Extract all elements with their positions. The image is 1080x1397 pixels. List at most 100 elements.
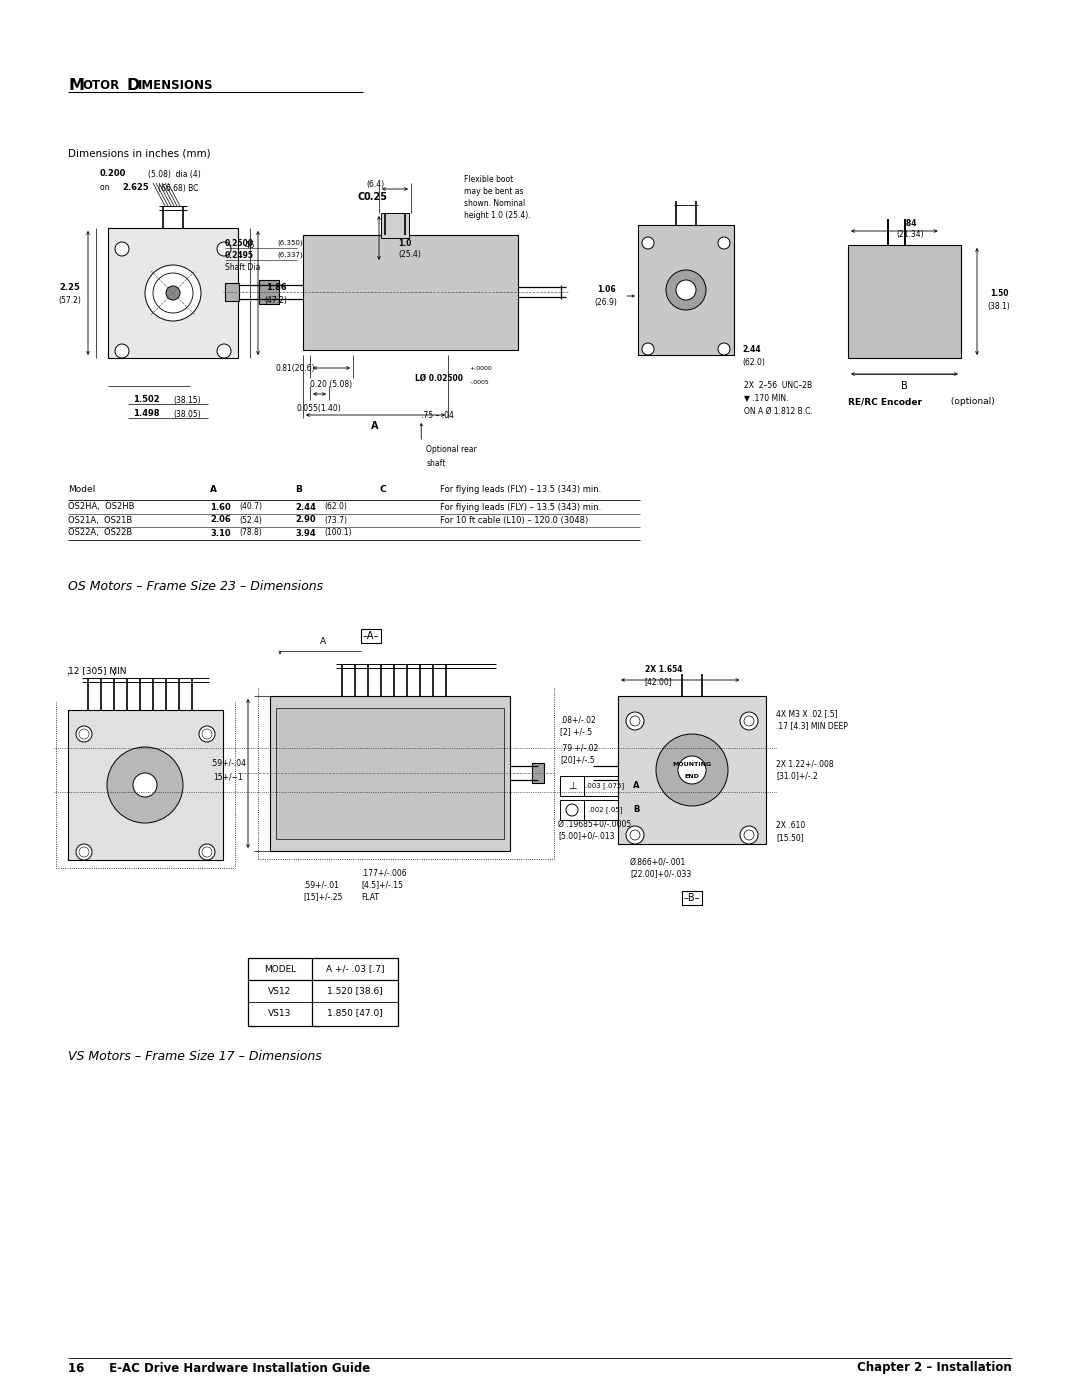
Circle shape bbox=[718, 344, 730, 355]
Text: 1.50: 1.50 bbox=[989, 289, 1009, 298]
Text: IMENSIONS: IMENSIONS bbox=[138, 80, 214, 92]
Text: (25.4): (25.4) bbox=[399, 250, 421, 260]
Text: Ø .19685+0/-.0005: Ø .19685+0/-.0005 bbox=[558, 820, 631, 828]
Text: (66.68) BC: (66.68) BC bbox=[158, 183, 199, 193]
Bar bbox=[276, 708, 504, 840]
Text: MODEL: MODEL bbox=[264, 964, 296, 974]
Text: ⊥: ⊥ bbox=[568, 781, 577, 791]
Circle shape bbox=[217, 242, 231, 256]
Text: [22.00]+0/-.033: [22.00]+0/-.033 bbox=[630, 869, 691, 879]
Text: MOUNTING: MOUNTING bbox=[673, 763, 712, 767]
Text: (78.8): (78.8) bbox=[239, 528, 261, 538]
Circle shape bbox=[217, 344, 231, 358]
Text: [20]+/-.5: [20]+/-.5 bbox=[561, 756, 595, 764]
Text: [15]+/-.25: [15]+/-.25 bbox=[303, 893, 343, 901]
Text: .002 [.05]: .002 [.05] bbox=[588, 806, 622, 813]
Circle shape bbox=[166, 286, 180, 300]
Text: 15+/−1: 15+/−1 bbox=[213, 773, 243, 781]
Text: A: A bbox=[633, 781, 639, 791]
Text: 1.86: 1.86 bbox=[266, 282, 286, 292]
Bar bbox=[848, 244, 961, 358]
Text: (6.350): (6.350) bbox=[276, 240, 302, 246]
Circle shape bbox=[642, 237, 654, 249]
Text: For 10 ft cable (L10) – 120.0 (3048): For 10 ft cable (L10) – 120.0 (3048) bbox=[440, 515, 589, 524]
Circle shape bbox=[199, 726, 215, 742]
Text: [2] +/-.5: [2] +/-.5 bbox=[561, 728, 592, 736]
Circle shape bbox=[145, 265, 201, 321]
Text: 2.06: 2.06 bbox=[210, 515, 231, 524]
Circle shape bbox=[76, 726, 92, 742]
Text: [4.5]+/-.15: [4.5]+/-.15 bbox=[361, 880, 403, 890]
Circle shape bbox=[642, 344, 654, 355]
Bar bbox=[303, 235, 518, 351]
Text: 2X  2–56  UNC–2B: 2X 2–56 UNC–2B bbox=[744, 380, 812, 390]
Text: 1.06: 1.06 bbox=[596, 285, 616, 295]
Circle shape bbox=[676, 279, 696, 300]
Bar bbox=[638, 225, 734, 355]
Text: .08+/-.02: .08+/-.02 bbox=[561, 715, 596, 725]
Bar bbox=[68, 710, 222, 861]
Text: For flying leads (FLY) – 13.5 (343) min.: For flying leads (FLY) – 13.5 (343) min. bbox=[440, 486, 602, 495]
Text: OS2HA,  OS2HB: OS2HA, OS2HB bbox=[68, 503, 135, 511]
Text: –B–: –B– bbox=[684, 893, 700, 902]
Text: shaft: shaft bbox=[427, 458, 446, 468]
Text: 1.502: 1.502 bbox=[133, 395, 160, 405]
Bar bbox=[584, 775, 626, 796]
Text: .177+/-.006: .177+/-.006 bbox=[361, 869, 407, 877]
Text: .59+/-.04: .59+/-.04 bbox=[210, 759, 246, 767]
Text: VS12: VS12 bbox=[268, 986, 292, 996]
Circle shape bbox=[740, 712, 758, 731]
Text: Model: Model bbox=[68, 486, 95, 495]
Bar bbox=[532, 763, 544, 782]
Text: LØ 0.02500: LØ 0.02500 bbox=[415, 373, 463, 383]
Circle shape bbox=[678, 756, 706, 784]
Text: VS13: VS13 bbox=[268, 1009, 292, 1017]
Text: 2.625: 2.625 bbox=[122, 183, 149, 193]
Text: .84: .84 bbox=[903, 218, 917, 228]
Text: 3.94: 3.94 bbox=[295, 528, 315, 538]
Text: 2X .610: 2X .610 bbox=[777, 821, 806, 830]
Text: ▼ .170 MIN.: ▼ .170 MIN. bbox=[744, 394, 788, 402]
Text: .003 [.075]: .003 [.075] bbox=[585, 782, 624, 789]
Text: 0.20 (5.08): 0.20 (5.08) bbox=[310, 380, 352, 388]
Text: [15.50]: [15.50] bbox=[777, 834, 804, 842]
Text: 0.81(20.6): 0.81(20.6) bbox=[275, 363, 314, 373]
Bar bbox=[248, 958, 399, 1025]
Text: Ø.866+0/-.001: Ø.866+0/-.001 bbox=[630, 858, 686, 866]
Text: 2.90: 2.90 bbox=[295, 515, 315, 524]
Text: M: M bbox=[68, 78, 84, 94]
Text: Optional rear: Optional rear bbox=[427, 446, 477, 454]
Text: (62.0): (62.0) bbox=[324, 503, 347, 511]
Text: (optional): (optional) bbox=[948, 398, 995, 407]
Text: For flying leads (FLY) – 13.5 (343) min.: For flying leads (FLY) – 13.5 (343) min. bbox=[440, 503, 602, 511]
Text: Chapter 2 – Installation: Chapter 2 – Installation bbox=[858, 1362, 1012, 1375]
Text: VS Motors – Frame Size 17 – Dimensions: VS Motors – Frame Size 17 – Dimensions bbox=[68, 1051, 322, 1063]
Bar bbox=[225, 284, 239, 300]
Text: 2X 1.654: 2X 1.654 bbox=[645, 665, 683, 675]
Text: RE/RC Encoder: RE/RC Encoder bbox=[848, 398, 922, 407]
Text: OS22A,  OS22B: OS22A, OS22B bbox=[68, 528, 132, 538]
Circle shape bbox=[656, 733, 728, 806]
Text: 4X M3 X .02 [.5]: 4X M3 X .02 [.5] bbox=[777, 710, 838, 718]
Circle shape bbox=[133, 773, 157, 798]
Circle shape bbox=[107, 747, 183, 823]
Text: .59+/-.01: .59+/-.01 bbox=[303, 880, 339, 890]
Text: .75 – .04: .75 – .04 bbox=[421, 411, 454, 419]
Circle shape bbox=[199, 844, 215, 861]
Text: may be bent as: may be bent as bbox=[464, 187, 524, 196]
Circle shape bbox=[626, 712, 644, 731]
Text: [42.00]: [42.00] bbox=[645, 678, 673, 686]
Bar bbox=[381, 212, 409, 237]
Text: B: B bbox=[901, 381, 907, 391]
Bar bbox=[618, 696, 766, 844]
Circle shape bbox=[718, 237, 730, 249]
Bar bbox=[561, 800, 584, 820]
Text: 0.200: 0.200 bbox=[100, 169, 126, 179]
Text: .17 [4.3] MIN DEEP: .17 [4.3] MIN DEEP bbox=[777, 721, 848, 731]
Text: [31.0]+/-.2: [31.0]+/-.2 bbox=[777, 771, 818, 781]
Bar bbox=[626, 800, 646, 820]
Text: 1.0: 1.0 bbox=[399, 239, 411, 247]
Text: (26.9): (26.9) bbox=[595, 299, 618, 307]
Text: C: C bbox=[380, 486, 387, 495]
Text: –A–: –A– bbox=[363, 631, 379, 641]
